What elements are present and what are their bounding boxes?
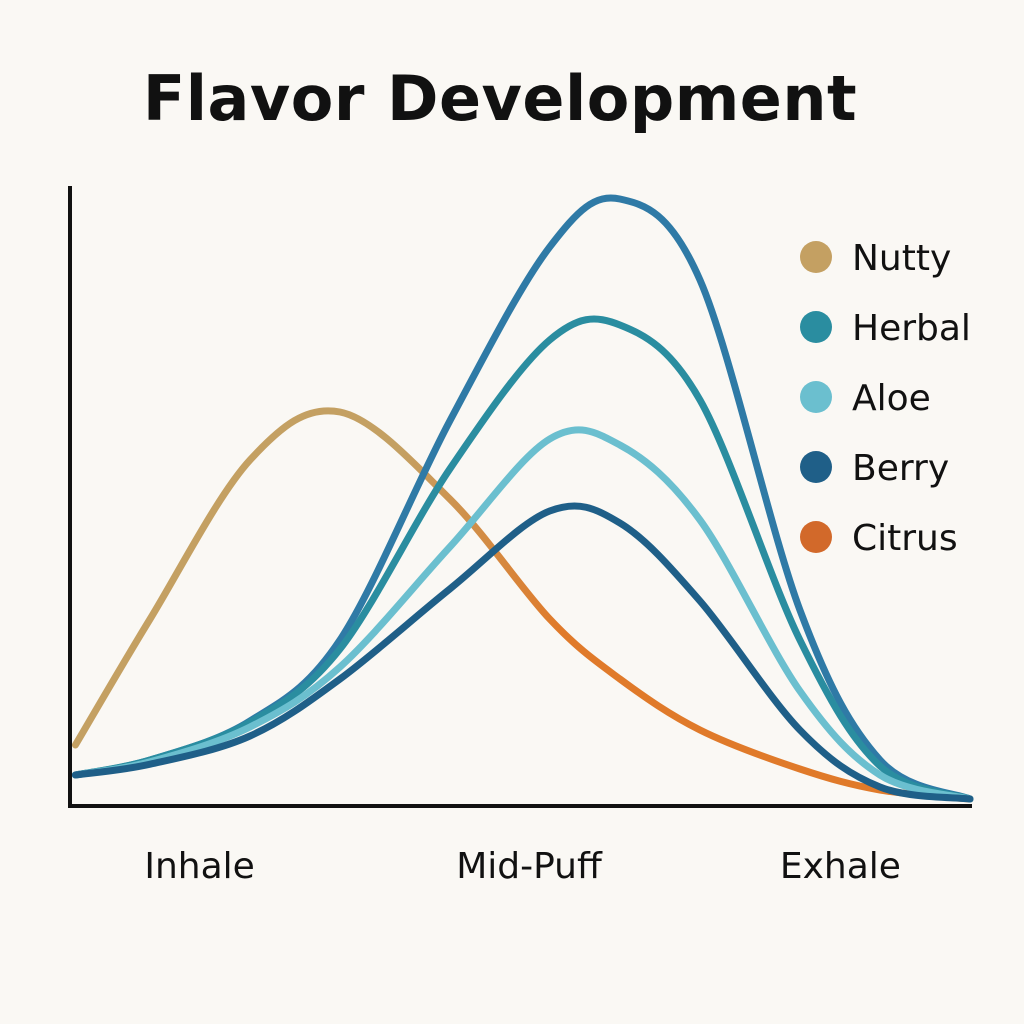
legend-swatch bbox=[800, 521, 832, 553]
legend-swatch bbox=[800, 311, 832, 343]
legend-label: Berry bbox=[852, 448, 949, 489]
series-line-aloe bbox=[71, 426, 974, 803]
legend-item-nutty: Nutty bbox=[800, 238, 951, 279]
legend-label: Nutty bbox=[852, 238, 951, 279]
legend-label: Aloe bbox=[852, 378, 931, 419]
legend-label: Citrus bbox=[852, 518, 958, 559]
legend-swatch bbox=[800, 381, 832, 413]
x-tick-label: Inhale bbox=[144, 846, 254, 887]
legend-item-berry: Berry bbox=[800, 448, 949, 489]
legend-item-citrus: Citrus bbox=[800, 518, 958, 559]
legend-swatch bbox=[800, 241, 832, 273]
legend-swatch bbox=[800, 451, 832, 483]
series-line-nutty bbox=[71, 407, 974, 803]
legend-item-aloe: Aloe bbox=[800, 378, 931, 419]
legend-item-herbal: Herbal bbox=[800, 308, 971, 349]
chart-title: Flavor Development bbox=[142, 62, 858, 135]
series-line-berry bbox=[71, 502, 974, 803]
legend-label: Herbal bbox=[852, 308, 971, 349]
series-line-herbal bbox=[71, 315, 974, 803]
x-tick-label: Exhale bbox=[780, 846, 901, 887]
x-tick-label: Mid-Puff bbox=[456, 846, 603, 887]
